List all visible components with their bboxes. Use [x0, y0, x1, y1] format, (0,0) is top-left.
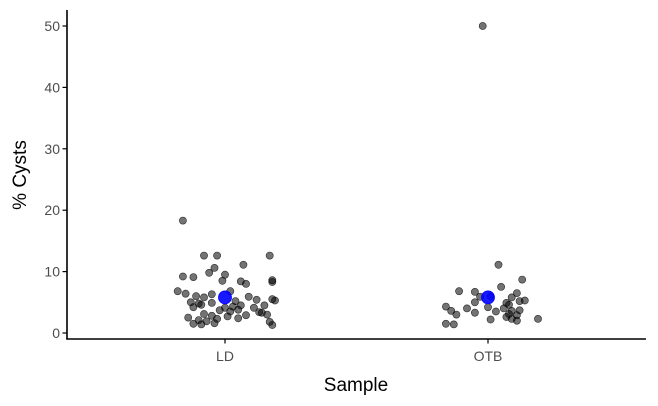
data-point	[513, 316, 521, 325]
data-point	[242, 279, 250, 288]
data-point	[452, 310, 461, 319]
y-tick-label: 0	[52, 325, 60, 341]
data-point	[207, 298, 216, 307]
data-point	[210, 263, 219, 272]
data-point	[518, 275, 527, 284]
data-point	[494, 260, 503, 269]
x-axis-ticks: LD OTB	[216, 339, 502, 364]
data-point	[257, 308, 266, 317]
data-point	[271, 296, 279, 305]
x-axis-title: Sample	[324, 375, 388, 396]
data-point	[470, 308, 479, 317]
data-point	[215, 306, 224, 315]
data-point	[200, 293, 208, 302]
data-point	[463, 304, 471, 313]
data-point	[268, 321, 277, 329]
data-point	[484, 303, 492, 312]
data-point	[260, 301, 269, 310]
data-point	[200, 310, 208, 318]
data-points	[173, 22, 542, 329]
data-point	[234, 314, 243, 323]
y-tick-label: 40	[44, 79, 60, 95]
data-point	[189, 319, 198, 328]
data-point	[455, 287, 463, 296]
data-point	[181, 289, 190, 298]
data-point	[239, 260, 248, 269]
data-point	[213, 251, 221, 260]
data-point	[441, 319, 450, 328]
data-point	[470, 298, 479, 307]
data-point	[513, 289, 521, 297]
mean-points	[218, 290, 495, 305]
data-point	[218, 276, 227, 285]
data-point	[534, 314, 542, 323]
data-point	[470, 287, 479, 296]
data-point	[210, 319, 219, 328]
mean-point	[481, 290, 495, 305]
data-point	[520, 296, 529, 305]
data-point	[242, 311, 250, 320]
data-point	[200, 251, 208, 260]
y-tick-label: 30	[44, 141, 60, 157]
y-axis-ticks: 0 10 20 30 40 50	[44, 18, 67, 341]
data-point	[441, 302, 450, 311]
data-point	[265, 251, 274, 260]
data-point	[491, 307, 500, 316]
data-point	[197, 300, 206, 309]
data-point	[449, 320, 458, 329]
data-point	[499, 304, 508, 313]
data-point	[252, 295, 261, 304]
data-point	[249, 303, 258, 312]
data-point	[192, 292, 200, 301]
data-point	[223, 312, 232, 321]
data-point	[189, 303, 198, 312]
data-point	[173, 287, 182, 296]
data-point	[478, 22, 487, 30]
data-point	[244, 292, 253, 301]
data-point	[205, 268, 214, 277]
data-point	[178, 272, 187, 281]
y-axis-title: % Cysts	[10, 140, 31, 210]
x-tick-label: OTB	[474, 348, 503, 364]
y-tick-label: 10	[44, 264, 60, 280]
data-point	[207, 290, 216, 299]
data-point	[268, 278, 277, 286]
data-point	[178, 216, 187, 225]
data-point	[197, 320, 206, 329]
data-point	[189, 273, 198, 281]
x-tick-label: LD	[216, 348, 234, 364]
mean-point	[218, 290, 232, 305]
y-tick-label: 50	[44, 18, 60, 34]
data-point	[507, 293, 516, 302]
data-point	[234, 305, 243, 314]
y-tick-label: 20	[44, 202, 60, 218]
data-point	[184, 313, 193, 322]
data-point	[497, 282, 505, 291]
data-point	[486, 315, 495, 324]
